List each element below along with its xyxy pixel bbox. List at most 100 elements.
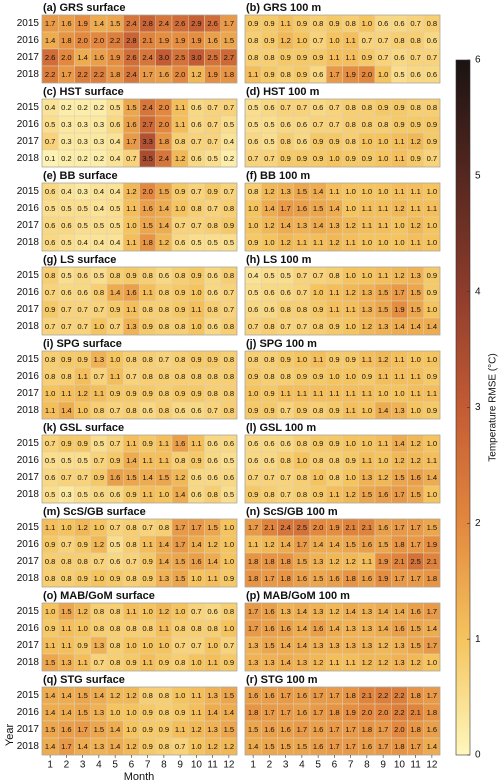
y-axis-label: Year bbox=[4, 724, 16, 747]
cell-label: 1.7 bbox=[410, 742, 421, 751]
cell-label: 0.6 bbox=[191, 103, 202, 112]
cell-label: 0.9 bbox=[248, 238, 259, 247]
cell-label: 0.9 bbox=[329, 439, 340, 448]
cell-label: 0.2 bbox=[61, 103, 72, 112]
y-tick-label: 2016 bbox=[17, 119, 40, 130]
cell-label: 1.2 bbox=[345, 221, 356, 230]
cell-label: 0.9 bbox=[110, 389, 121, 398]
cell-label: 1.6 bbox=[61, 725, 72, 734]
x-tick-label: 5 bbox=[315, 760, 321, 771]
cell-label: 0.8 bbox=[159, 389, 170, 398]
cell-label: 0.7 bbox=[175, 221, 186, 230]
cell-label: 1.1 bbox=[394, 355, 405, 364]
cell-label: 0.5 bbox=[94, 221, 105, 230]
cell-label: 1.5 bbox=[410, 624, 421, 633]
cell-label: 0.8 bbox=[191, 204, 202, 213]
cell-label: 0.7 bbox=[61, 473, 72, 482]
cell-label: 0.9 bbox=[394, 120, 405, 129]
cell-label: 1.1 bbox=[329, 389, 340, 398]
cell-label: 2.6 bbox=[126, 53, 137, 62]
cell-label: 1.6 bbox=[410, 473, 421, 482]
cell-label: 1.3 bbox=[362, 607, 373, 616]
cell-label: 1.0 bbox=[142, 641, 153, 650]
cell-label: 1.4 bbox=[313, 187, 324, 196]
cell-label: 2.0 bbox=[94, 36, 105, 45]
cell-label: 1.0 bbox=[224, 624, 235, 633]
cell-label: 1.0 bbox=[427, 490, 438, 499]
cell-label: 1.0 bbox=[175, 691, 186, 700]
cell-label: 0.8 bbox=[207, 624, 218, 633]
cell-label: 2.4 bbox=[126, 19, 137, 28]
cell-label: 0.4 bbox=[94, 204, 105, 213]
cell-label: 1.5 bbox=[410, 288, 421, 297]
cell-label: 0.8 bbox=[248, 355, 259, 364]
cell-label: 0.9 bbox=[329, 406, 340, 415]
cell-label: 0.8 bbox=[110, 607, 121, 616]
cell-label: 1.4 bbox=[427, 742, 438, 751]
cell-label: 3.0 bbox=[191, 53, 202, 62]
cell-label: 1.7 bbox=[410, 574, 421, 583]
cell-label: 1.1 bbox=[191, 691, 202, 700]
cell-label: 2.7 bbox=[224, 53, 235, 62]
cell-label: 0.9 bbox=[313, 490, 324, 499]
cell-label: 0.7 bbox=[159, 355, 170, 364]
cell-label: 0.8 bbox=[159, 742, 170, 751]
cell-label: 1.1 bbox=[45, 406, 56, 415]
cell-label: 1.7 bbox=[410, 523, 421, 532]
cell-label: 0.9 bbox=[427, 288, 438, 297]
cell-label: 1.0 bbox=[427, 187, 438, 196]
cell-label: 0.9 bbox=[329, 19, 340, 28]
cell-label: 1.7 bbox=[248, 624, 259, 633]
cell-label: 2.0 bbox=[362, 708, 373, 717]
cell-label: 0.7 bbox=[280, 473, 291, 482]
cell-label: 1.7 bbox=[191, 523, 202, 532]
cell-label: 1.2 bbox=[410, 658, 421, 667]
cell-label: 1.9 bbox=[345, 708, 356, 717]
cell-label: 2.0 bbox=[394, 725, 405, 734]
cell-label: 0.7 bbox=[126, 154, 137, 163]
cell-label: 0.5 bbox=[77, 221, 88, 230]
cell-label: 1.0 bbox=[394, 238, 405, 247]
cell-label: 1.1 bbox=[297, 238, 308, 247]
panel-frame bbox=[41, 686, 238, 756]
cell-label: 0.7 bbox=[191, 221, 202, 230]
cell-label: 0.9 bbox=[264, 389, 275, 398]
cell-label: 1.6 bbox=[378, 523, 389, 532]
cell-label: 0.5 bbox=[45, 120, 56, 129]
panel-title: (g) LS surface bbox=[43, 254, 116, 266]
cell-label: 0.4 bbox=[94, 187, 105, 196]
cell-label: 2.0 bbox=[159, 120, 170, 129]
cell-label: 1.0 bbox=[362, 137, 373, 146]
cell-label: 0.9 bbox=[142, 708, 153, 717]
cell-label: 1.0 bbox=[362, 439, 373, 448]
cell-label: 1.9 bbox=[378, 574, 389, 583]
cell-label: 1.1 bbox=[191, 708, 202, 717]
cell-label: 1.7 bbox=[248, 607, 259, 616]
cell-label: 0.9 bbox=[126, 389, 137, 398]
cell-label: 0.7 bbox=[280, 490, 291, 499]
cell-label: 1.0 bbox=[313, 473, 324, 482]
cell-label: 2.1 bbox=[394, 557, 405, 566]
cell-label: 0.9 bbox=[427, 137, 438, 146]
cell-label: 2.8 bbox=[142, 19, 153, 28]
cell-label: 0.7 bbox=[280, 103, 291, 112]
cell-label: 0.9 bbox=[427, 120, 438, 129]
y-tick-label: 2015 bbox=[17, 186, 40, 197]
cell-label: 1.3 bbox=[329, 221, 340, 230]
y-tick-label: 2016 bbox=[17, 539, 40, 550]
cell-label: 0.5 bbox=[94, 439, 105, 448]
cell-label: 1.7 bbox=[77, 725, 88, 734]
cell-label: 1.0 bbox=[378, 456, 389, 465]
y-tick-label: 2016 bbox=[17, 35, 40, 46]
cell-label: 0.7 bbox=[61, 305, 72, 314]
cell-label: 0.8 bbox=[126, 540, 137, 549]
y-tick-label: 2015 bbox=[17, 270, 40, 281]
cell-label: 1.8 bbox=[410, 691, 421, 700]
cell-label: 1.1 bbox=[362, 221, 373, 230]
cell-label: 2.1 bbox=[264, 523, 275, 532]
cell-label: 0.8 bbox=[313, 322, 324, 331]
cell-label: 0.9 bbox=[175, 288, 186, 297]
cell-label: 1.0 bbox=[427, 305, 438, 314]
cell-label: 0.7 bbox=[94, 305, 105, 314]
cell-label: 1.1 bbox=[345, 53, 356, 62]
